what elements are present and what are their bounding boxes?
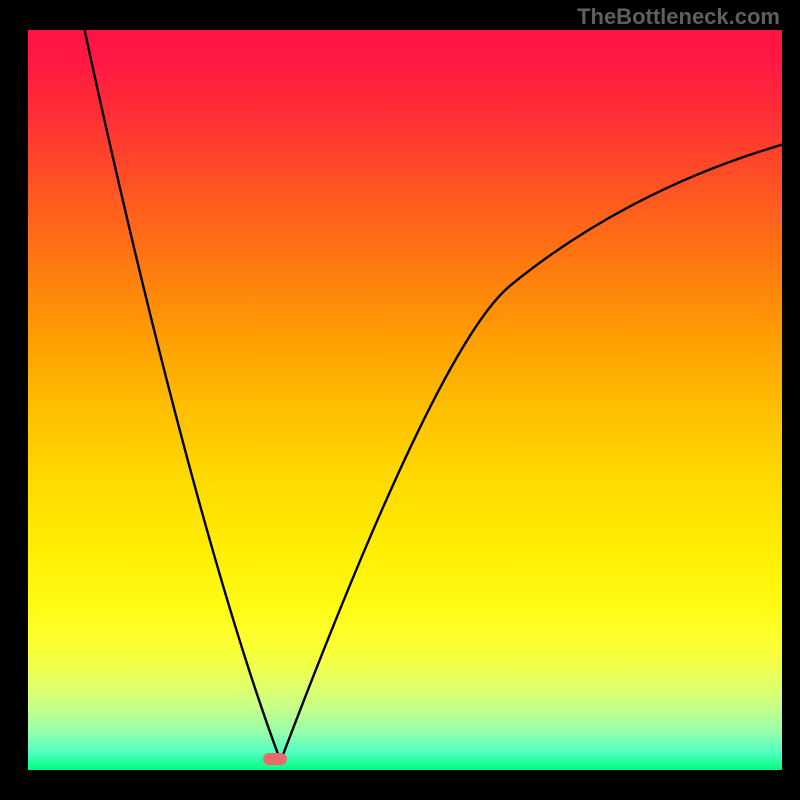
watermark-label: TheBottleneck.com: [577, 4, 780, 29]
plot-area: [28, 30, 782, 770]
optimal-point-marker: [263, 753, 287, 765]
watermark-text: TheBottleneck.com: [577, 4, 780, 30]
bottleneck-curve: [28, 30, 782, 770]
bottleneck-chart: TheBottleneck.com: [0, 0, 800, 800]
